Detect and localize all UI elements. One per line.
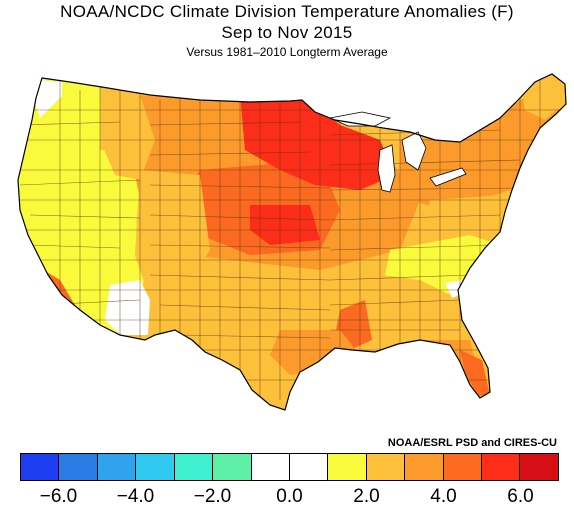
region-upper-midwest — [240, 95, 395, 190]
lake-erie — [429, 167, 467, 187]
data-credit: NOAA/ESRL PSD and CIRES-CU — [387, 437, 557, 449]
region-kansas-red — [250, 205, 320, 245]
region-arizona-south — [105, 280, 150, 335]
legend-swatch-1 — [59, 454, 98, 480]
legend-tick-label: −2.0 — [193, 486, 232, 507]
map-title: NOAA/NCDC Climate Division Temperature A… — [60, 2, 514, 21]
legend-tick-label: 4.0 — [430, 486, 457, 507]
climate-division-borders — [18, 74, 566, 410]
legend-swatch-2 — [97, 454, 137, 480]
map-baseline: Versus 1981–2010 Longterm Average — [186, 45, 388, 59]
legend-colorbar — [20, 453, 559, 481]
legend-swatch-7 — [289, 454, 329, 480]
legend-swatch-12 — [482, 454, 521, 480]
legend-swatch-10 — [405, 454, 444, 480]
map-period: Sep to Nov 2015 — [221, 23, 353, 42]
legend-tick-label: 0.0 — [276, 486, 303, 507]
legend-swatch-0 — [21, 454, 60, 480]
legend-swatch-5 — [213, 454, 252, 480]
legend-tick-label: 6.0 — [507, 486, 534, 507]
legend-swatch-6 — [251, 454, 290, 480]
region-southwest-interior — [135, 170, 210, 300]
legend-tick-label: −4.0 — [116, 486, 155, 507]
region-gulf-coast — [270, 330, 360, 375]
legend-tick-label: −6.0 — [39, 486, 78, 507]
lake-superior — [328, 111, 392, 127]
legend-tick-label: 2.0 — [353, 486, 380, 507]
legend-swatch-8 — [328, 454, 367, 480]
region-pacific-northwest-coast — [34, 80, 62, 118]
lake-michigan — [377, 144, 396, 193]
us-anomaly-map — [17, 73, 567, 411]
legend-swatch-4 — [174, 454, 214, 480]
region-northern-rockies — [100, 95, 155, 180]
legend-swatch-9 — [366, 454, 406, 480]
legend-swatch-13 — [520, 454, 558, 480]
region-florida-peninsula — [460, 350, 490, 396]
legend-swatch-3 — [136, 454, 175, 480]
legend-tick-labels: −6.0 −4.0 −2.0 0.0 2.0 4.0 6.0 — [0, 486, 574, 510]
legend-swatch-11 — [443, 454, 483, 480]
